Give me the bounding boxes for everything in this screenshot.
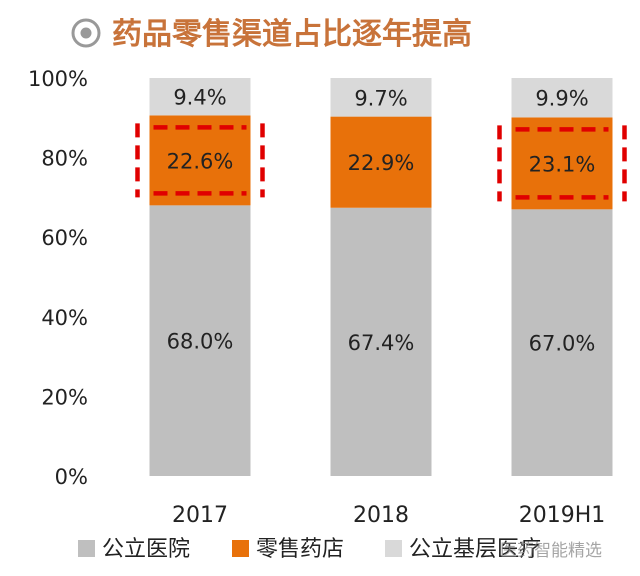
y-tick-label: 60%	[41, 226, 88, 250]
title-target-icon	[71, 18, 101, 48]
chart-title: 药品零售渠道占比逐年提高	[112, 17, 472, 52]
data-label-retail-2017: 22.6%	[167, 149, 234, 173]
data-label-grassroots-2018: 9.7%	[354, 86, 407, 110]
x-tick-label: 2017	[172, 503, 228, 528]
y-tick-label: 0%	[55, 465, 88, 489]
data-label-grassroots-2017: 9.4%	[173, 86, 226, 110]
title-group: 药品零售渠道占比逐年提高	[71, 17, 472, 52]
bar-retail-2019H1	[511, 117, 613, 210]
legend-swatch-grassroots	[385, 540, 402, 557]
highlight-2019H1	[497, 125, 627, 202]
data-label-grassroots-2019H1: 9.9%	[535, 87, 588, 111]
y-axis: 0% 20% 40% 60% 80% 100%	[28, 67, 88, 489]
title-target-icon-dot	[80, 27, 92, 39]
bar-hospital-2018	[330, 207, 432, 477]
legend-swatch-retail	[232, 540, 249, 557]
legend: 公立医院 零售药店 公立基层医疗	[78, 537, 541, 562]
y-tick-label: 40%	[41, 306, 88, 330]
bar-grassroots-2017	[149, 78, 251, 116]
bar-retail-2017	[149, 115, 251, 206]
bar-hospital-2017	[149, 205, 251, 477]
y-tick-label: 20%	[41, 385, 88, 409]
x-tick-label: 2019H1	[519, 503, 606, 528]
y-tick-label: 100%	[28, 67, 88, 91]
data-label-hospital-2017: 68.0%	[167, 330, 234, 354]
highlight-2017	[135, 123, 265, 198]
legend-label-grassroots: 公立基层医疗	[409, 537, 541, 562]
data-label-hospital-2018: 67.4%	[348, 331, 415, 355]
data-label-retail-2018: 22.9%	[348, 151, 415, 175]
legend-label-retail: 零售药店	[256, 537, 344, 562]
bars: 68.0% 22.6% 9.4% 67.4% 22.9% 9.7% 67.0% 23.1% 9.…	[149, 78, 613, 477]
bar-hospital-2019H1	[511, 209, 613, 476]
bar-retail-2018	[330, 116, 432, 208]
bar-grassroots-2019H1	[511, 78, 613, 118]
x-axis-labels: 2017 2018 2019H1	[172, 503, 605, 528]
watermark: 医药智能精选	[500, 541, 602, 561]
legend-swatch-hospital	[78, 540, 95, 557]
bar-grassroots-2018	[330, 78, 432, 117]
data-label-retail-2019H1: 23.1%	[529, 152, 596, 176]
x-tick-label: 2018	[353, 503, 409, 528]
y-tick-label: 80%	[41, 147, 88, 171]
highlight-boxes	[135, 123, 627, 202]
legend-label-hospital: 公立医院	[102, 537, 190, 562]
data-label-hospital-2019H1: 67.0%	[529, 332, 596, 356]
